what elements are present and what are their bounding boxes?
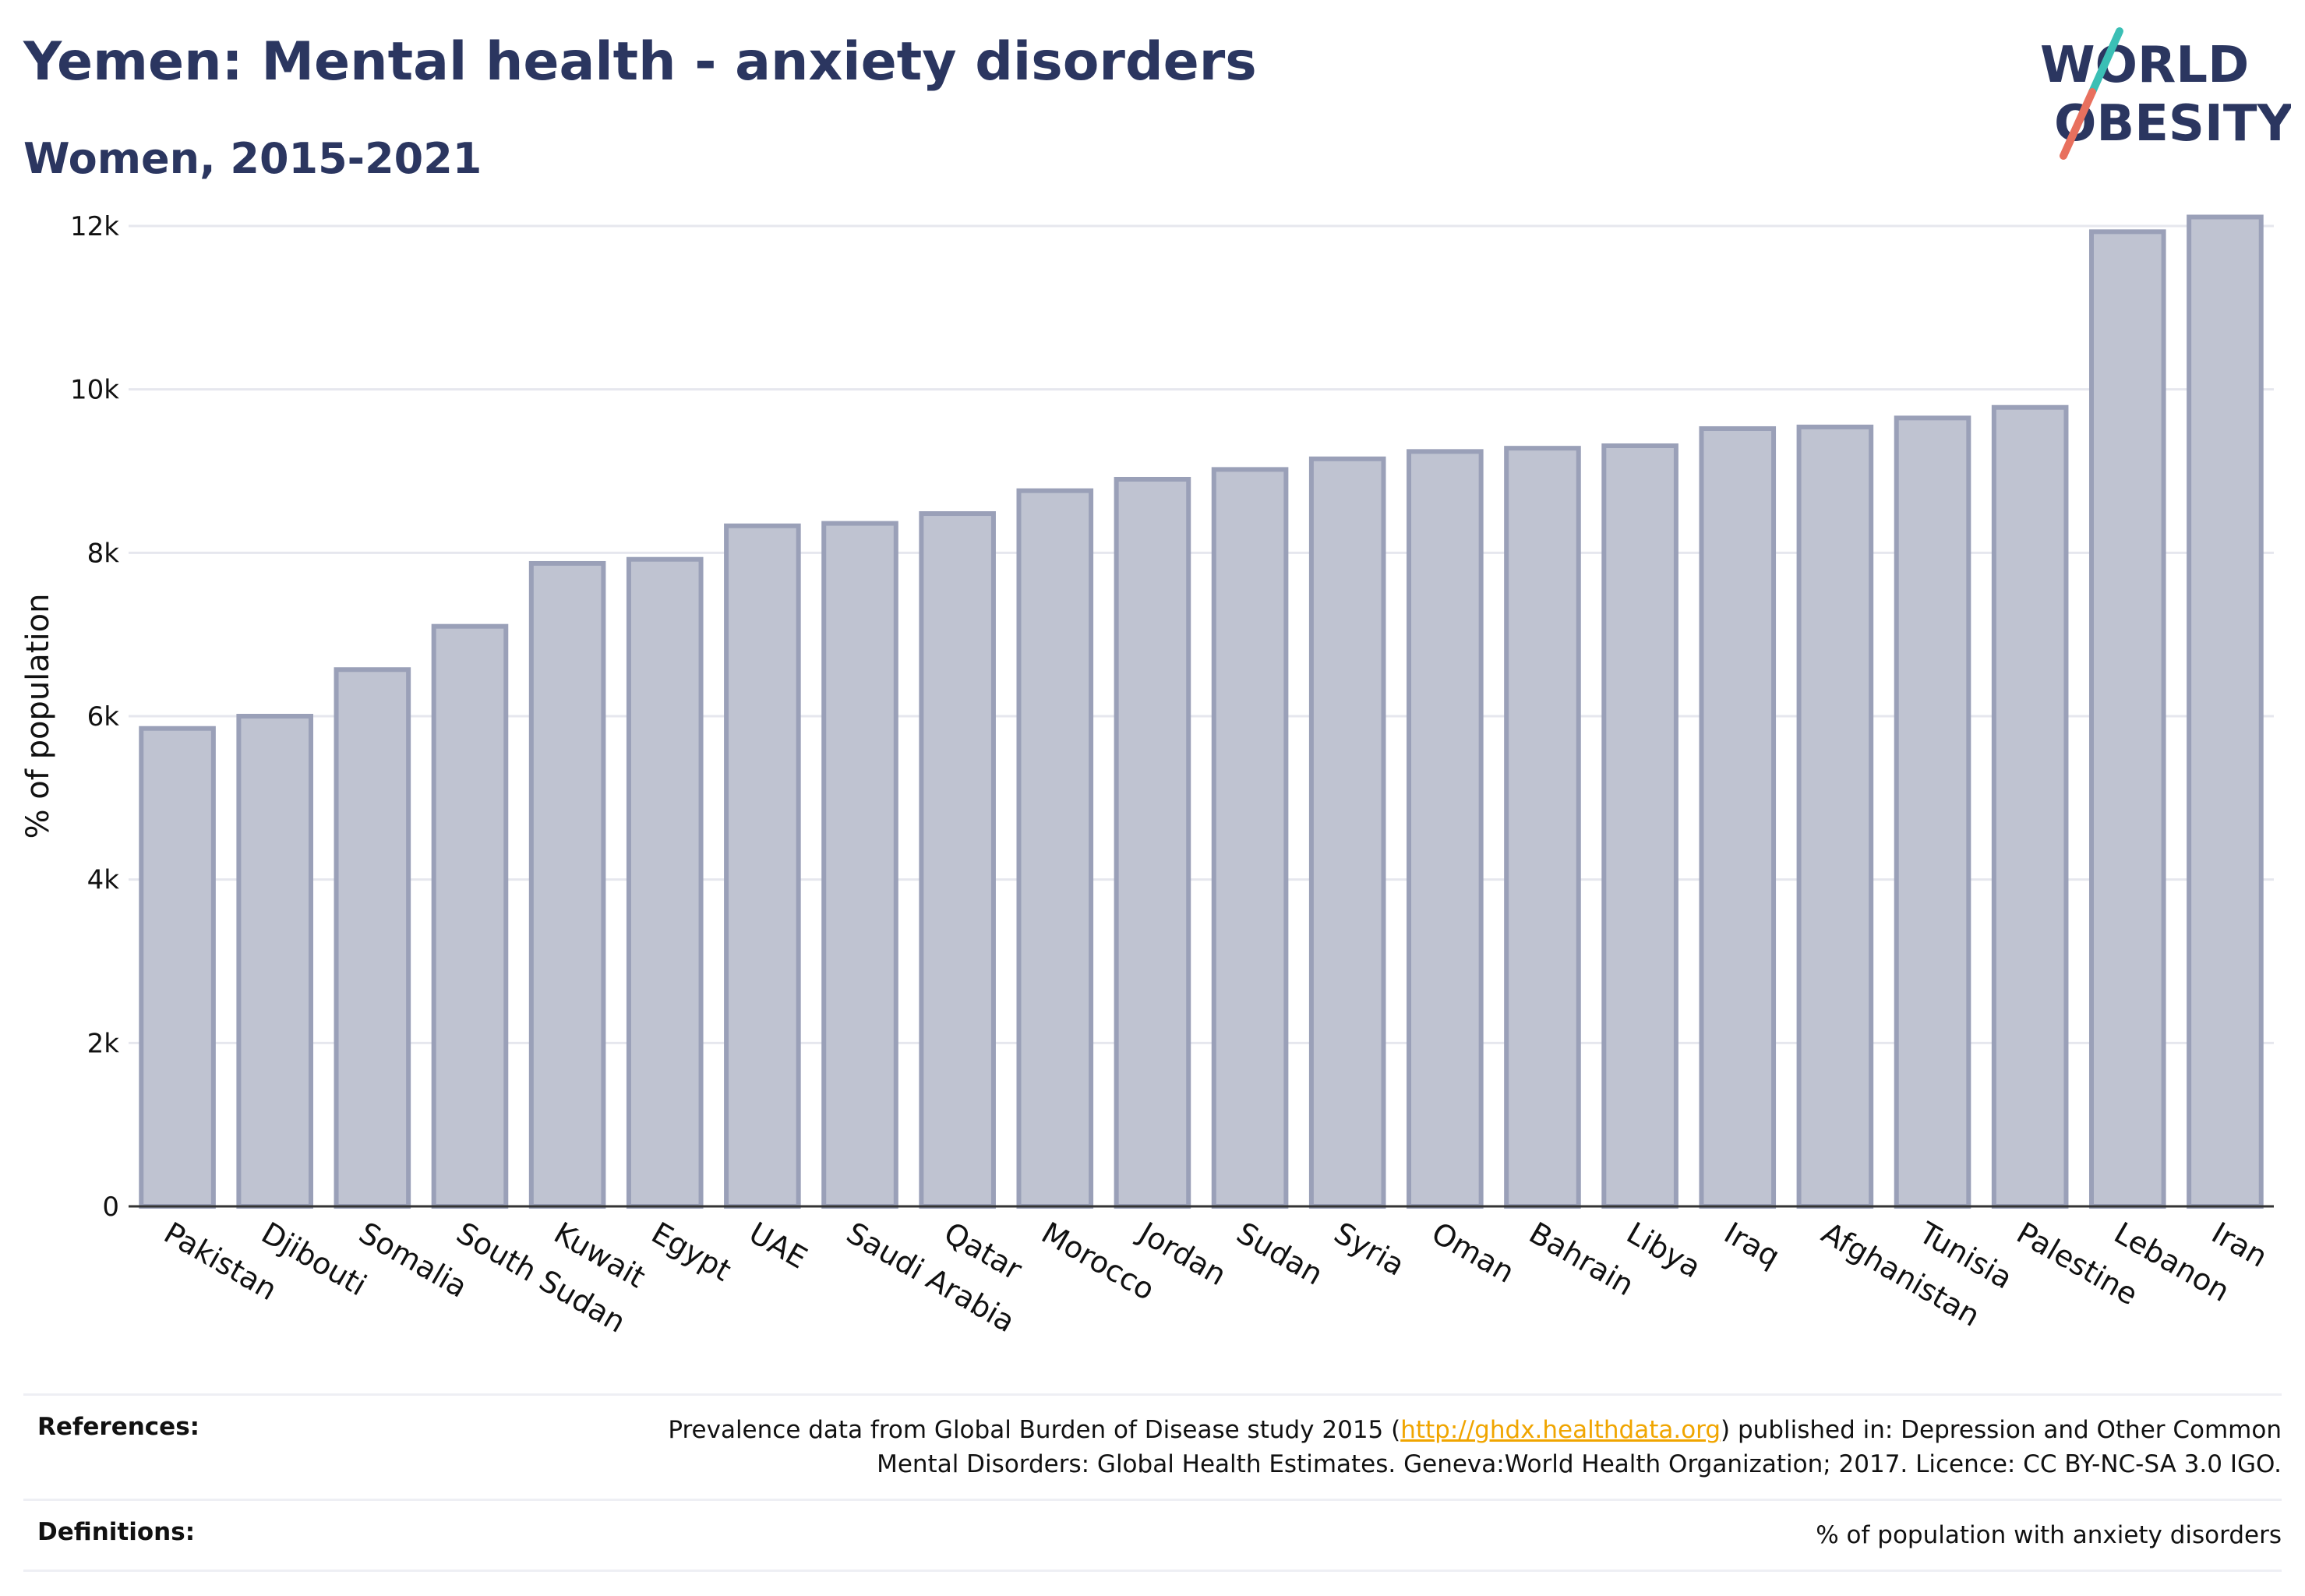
y-axis-label: % of population — [20, 594, 56, 839]
bar — [1114, 476, 1191, 1209]
bar — [1504, 446, 1581, 1209]
y-tick-label: 2k — [87, 1028, 120, 1059]
x-tick-label: Syria — [1329, 1216, 1410, 1283]
page-subtitle: Women, 2015-2021 — [23, 134, 482, 183]
logo-slash-top — [2088, 27, 2123, 96]
bar — [139, 726, 216, 1209]
page-title: Yemen: Mental health - anxiety disorders — [23, 31, 1257, 93]
bar — [1796, 424, 1874, 1209]
x-tick-label: Iraq — [1718, 1216, 1785, 1274]
x-tick-label: Saudi Arabia — [841, 1216, 1021, 1340]
bar — [528, 560, 606, 1209]
y-tick-label: 4k — [87, 865, 120, 896]
x-tick-label: Somalia — [353, 1216, 473, 1305]
references-text: Prevalence data from Global Burden of Di… — [668, 1413, 2282, 1481]
x-tick-label: Bahrain — [1523, 1216, 1640, 1303]
bar — [1211, 467, 1289, 1209]
references-row: References: Prevalence data from Global … — [23, 1393, 2282, 1499]
y-tick-label: 10k — [70, 375, 119, 406]
y-tick-label: 12k — [70, 211, 119, 242]
x-tick-label: Iran — [2206, 1216, 2273, 1274]
bar — [236, 714, 314, 1209]
references-line2: Mental Disorders: Global Health Estimate… — [877, 1450, 2282, 1478]
bar — [1308, 456, 1386, 1209]
y-tick-label: 0 — [102, 1192, 119, 1223]
y-tick-label: 6k — [87, 701, 120, 733]
references-before: Prevalence data from Global Burden of Di… — [668, 1416, 1401, 1444]
world-obesity-logo: WORLD OBESITY — [2040, 27, 2291, 160]
bar — [626, 556, 704, 1209]
bar — [1407, 449, 1484, 1209]
references-label: References: — [37, 1413, 200, 1441]
definitions-text: % of population with anxiety disorders — [1816, 1521, 2282, 1549]
x-tick-label: Oman — [1426, 1216, 1520, 1290]
bar — [724, 523, 801, 1209]
bar — [2088, 229, 2166, 1209]
bar — [1894, 415, 1971, 1209]
bar — [334, 667, 411, 1209]
bar — [1991, 404, 2069, 1209]
bar — [431, 623, 509, 1209]
definitions-label: Definitions: — [37, 1518, 196, 1546]
chart-footer: References: Prevalence data from Global … — [23, 1393, 2282, 1572]
bar — [821, 521, 898, 1209]
bar — [2187, 214, 2264, 1209]
x-tick-label: South Sudan — [450, 1216, 631, 1340]
references-after: ) published in: Depression and Other Com… — [1721, 1416, 2282, 1444]
logo-line1: WORLD — [2040, 37, 2249, 94]
logo-line2: OBESITY — [2054, 95, 2291, 153]
references-line1: Prevalence data from Global Burden of Di… — [668, 1413, 2282, 1447]
x-tick-label: UAE — [743, 1216, 813, 1276]
bar — [919, 511, 996, 1209]
references-link[interactable]: http://ghdx.healthdata.org — [1400, 1416, 1721, 1444]
x-tick-label: Egypt — [646, 1216, 737, 1288]
bar — [1699, 425, 1777, 1209]
definitions-row: Definitions: % of population with anxiet… — [23, 1499, 2282, 1572]
bar — [1601, 443, 1678, 1209]
y-tick-label: 8k — [87, 538, 120, 569]
logo-slash-bottom — [2060, 88, 2096, 160]
x-tick-label: Sudan — [1231, 1216, 1329, 1292]
bar — [1016, 488, 1094, 1209]
